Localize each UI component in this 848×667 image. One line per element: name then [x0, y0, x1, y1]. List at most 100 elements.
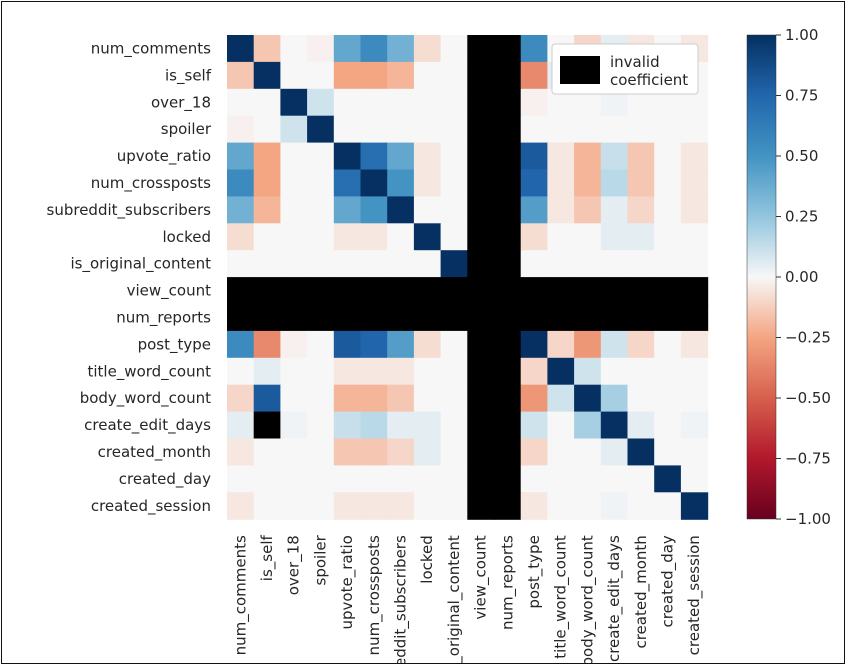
row-tick-label: num_reports — [116, 308, 211, 327]
heatmap-cell — [227, 142, 255, 171]
heatmap-cell — [280, 61, 308, 90]
heatmap-cell — [600, 357, 629, 386]
heatmap-cell — [520, 35, 548, 63]
heatmap-cell — [253, 35, 281, 63]
heatmap-cell — [227, 61, 255, 90]
heatmap-cell — [574, 465, 602, 493]
heatmap-cell — [520, 357, 548, 386]
heatmap-cell — [387, 196, 415, 224]
heatmap-cell — [413, 277, 442, 305]
heatmap-cell — [627, 169, 655, 197]
heatmap-cell — [253, 277, 281, 305]
row-tick-label: created_month — [98, 443, 211, 462]
heatmap-cell — [333, 223, 362, 251]
heatmap-cell — [654, 465, 682, 493]
heatmap-cell — [333, 357, 362, 386]
heatmap-cell — [333, 142, 362, 171]
heatmap-cell — [654, 250, 682, 278]
heatmap-cell — [600, 169, 629, 197]
heatmap-cell — [654, 492, 682, 520]
heatmap-cell — [387, 330, 415, 359]
heatmap-cell — [574, 142, 602, 171]
heatmap-cell — [280, 35, 308, 63]
heatmap-cell — [627, 492, 655, 520]
heatmap-cell — [520, 304, 548, 332]
colorbar-tick-label: −0.75 — [785, 450, 831, 468]
heatmap-cell — [494, 169, 522, 197]
heatmap-cell — [494, 465, 522, 493]
heatmap-cell — [333, 465, 362, 493]
heatmap-cell — [654, 330, 682, 359]
heatmap-cell — [600, 223, 629, 251]
heatmap-cell — [307, 304, 335, 332]
heatmap-cell — [520, 142, 548, 171]
heatmap-cell — [520, 465, 548, 493]
heatmap-cell — [680, 330, 709, 359]
heatmap-cells — [227, 35, 709, 520]
heatmap-cell — [520, 169, 548, 197]
heatmap-cell — [307, 330, 335, 359]
heatmap-cell — [520, 88, 548, 117]
heatmap-cell — [413, 169, 442, 197]
heatmap-cell — [627, 357, 655, 386]
heatmap-cell — [494, 411, 522, 440]
heatmap-cell — [467, 465, 495, 493]
heatmap-cell — [253, 330, 281, 359]
heatmap-cell — [547, 304, 575, 332]
heatmap-cell — [307, 169, 335, 197]
heatmap-cell — [307, 357, 335, 386]
heatmap-cell — [467, 330, 495, 359]
heatmap-cell — [253, 250, 281, 278]
heatmap-cell — [360, 196, 388, 224]
heatmap-cell — [307, 465, 335, 493]
heatmap-cell — [627, 142, 655, 171]
heatmap-cell — [227, 169, 255, 197]
heatmap-cell — [627, 384, 655, 413]
heatmap-cell — [413, 88, 442, 117]
heatmap-cell — [307, 438, 335, 466]
heatmap-cell — [307, 196, 335, 224]
column-tick-label: view_count — [472, 535, 491, 619]
heatmap-cell — [680, 142, 709, 171]
heatmap-cell — [227, 330, 255, 359]
heatmap-cell — [360, 88, 388, 117]
heatmap-cell — [440, 250, 468, 278]
heatmap-cell — [227, 357, 255, 386]
heatmap-cell — [440, 115, 468, 144]
heatmap-cell — [333, 438, 362, 466]
heatmap-cell — [280, 196, 308, 224]
heatmap-cell — [413, 142, 442, 171]
heatmap-cell — [654, 411, 682, 440]
heatmap-cell — [280, 277, 308, 305]
heatmap-cell — [227, 196, 255, 224]
row-tick-label: subreddit_subscribers — [47, 201, 212, 220]
legend-label-line1: invalid — [610, 53, 660, 71]
colorbar-tick-label: 0.75 — [785, 87, 818, 105]
heatmap-cell — [307, 61, 335, 90]
heatmap-cell — [467, 357, 495, 386]
row-tick-label: title_word_count — [87, 362, 211, 381]
heatmap-cell — [600, 196, 629, 224]
heatmap-cell — [253, 115, 281, 144]
heatmap-cell — [280, 411, 308, 440]
heatmap-cell — [627, 115, 655, 144]
heatmap-cell — [413, 115, 442, 144]
column-tick-label: spoiler — [311, 534, 329, 585]
heatmap-cell — [227, 115, 255, 144]
heatmap-cell — [627, 223, 655, 251]
heatmap-cell — [574, 384, 602, 413]
heatmap-cell — [654, 357, 682, 386]
heatmap-cell — [253, 304, 281, 332]
heatmap-cell — [680, 438, 709, 466]
heatmap-cell — [494, 35, 522, 63]
heatmap-cell — [600, 142, 629, 171]
heatmap-cell — [360, 223, 388, 251]
heatmap-cell — [253, 88, 281, 117]
heatmap-cell — [280, 357, 308, 386]
heatmap-cell — [547, 411, 575, 440]
heatmap-cell — [360, 492, 388, 520]
heatmap-cell — [680, 223, 709, 251]
heatmap-cell — [627, 411, 655, 440]
heatmap-cell — [227, 438, 255, 466]
heatmap-cell — [413, 492, 442, 520]
